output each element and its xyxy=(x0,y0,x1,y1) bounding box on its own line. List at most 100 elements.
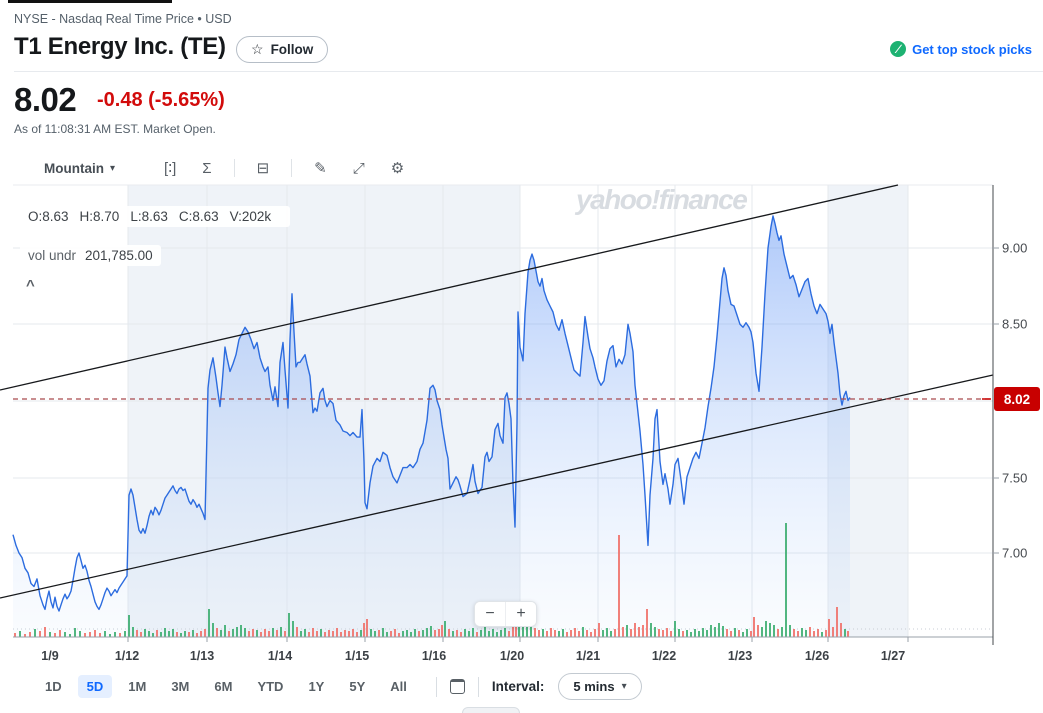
y-tick-label: 7.50 xyxy=(1002,471,1027,486)
volume-bar xyxy=(468,631,470,637)
volume-bar xyxy=(24,634,26,637)
range-button-6m[interactable]: 6M xyxy=(214,679,233,694)
volume-bar xyxy=(84,633,86,637)
volume-bar xyxy=(344,630,346,637)
volume-bar xyxy=(515,617,517,637)
volume-bar xyxy=(574,628,576,637)
range-button-1d[interactable]: 1D xyxy=(45,679,62,694)
volume-bar xyxy=(430,626,432,637)
range-button-5y[interactable]: 5Y xyxy=(349,679,366,694)
chevron-down-icon: ▾ xyxy=(110,162,116,174)
volume-bar xyxy=(398,633,400,637)
star-icon: ☆ xyxy=(251,41,264,57)
volume-bar xyxy=(356,632,358,637)
volume-bar xyxy=(793,629,795,637)
sigma-indicators-icon[interactable]: Σ xyxy=(202,159,212,177)
volume-bar xyxy=(614,629,616,637)
volume-bar xyxy=(813,631,815,637)
volume-bar xyxy=(168,631,170,637)
range-button-5d[interactable]: 5D xyxy=(77,675,113,698)
volume-bar xyxy=(670,631,672,637)
volume-bar xyxy=(252,629,254,637)
volume-bar xyxy=(496,632,498,637)
volume-bar xyxy=(176,632,178,637)
volume-bar xyxy=(666,628,668,637)
volume-bar xyxy=(136,630,138,637)
range-button-3m[interactable]: 3M xyxy=(171,679,190,694)
volume-bar xyxy=(590,632,592,637)
volume-bar xyxy=(216,628,218,637)
volume-bar xyxy=(94,630,96,637)
volume-bar xyxy=(448,629,450,637)
volume-bar xyxy=(654,627,656,637)
brackets-icon[interactable]: [∶] xyxy=(164,160,177,177)
x-tick-label: 1/26 xyxy=(805,649,829,663)
volume-bar xyxy=(268,631,270,637)
volume-bar xyxy=(144,629,146,637)
volume-label: vol undr xyxy=(28,248,77,263)
screenshot-square-icon[interactable] xyxy=(449,679,465,694)
volume-bar xyxy=(542,629,544,637)
gear-icon[interactable]: ⚙ xyxy=(390,160,405,177)
volume-bar xyxy=(236,627,238,637)
volume-bar xyxy=(264,629,266,637)
zoom-out-button[interactable]: − xyxy=(475,602,505,626)
volume-bar xyxy=(386,632,388,637)
zoom-in-button[interactable]: + xyxy=(506,602,536,626)
volume-bar xyxy=(374,631,376,637)
volume-bar xyxy=(228,631,230,637)
volume-bar xyxy=(682,631,684,637)
volume-bar xyxy=(184,631,186,637)
draw-pencil-icon[interactable]: ✎ xyxy=(314,160,327,177)
volume-bar xyxy=(14,633,16,637)
expand-icon[interactable]: ⤢ xyxy=(352,159,365,177)
y-tick-label: 9.00 xyxy=(1002,241,1027,256)
range-button-1m[interactable]: 1M xyxy=(128,679,147,694)
range-button-ytd[interactable]: YTD xyxy=(257,679,284,694)
volume-bar xyxy=(504,628,506,637)
volume-bar xyxy=(74,628,76,637)
volume-bar xyxy=(750,631,752,637)
volume-bar xyxy=(840,623,842,637)
volume-bar xyxy=(554,630,556,637)
volume-value: V:202k xyxy=(229,209,272,224)
volume-bar xyxy=(200,631,202,637)
follow-label: Follow xyxy=(270,42,314,57)
volume-bar xyxy=(244,628,246,637)
toolbar-divider xyxy=(233,159,235,177)
price-change: -0.48 (-5.65%) xyxy=(97,89,225,111)
x-tick-label: 1/12 xyxy=(115,649,139,663)
volume-bar xyxy=(240,625,242,637)
collapse-legend-chevron[interactable]: ^ xyxy=(26,277,35,294)
volume-bar xyxy=(658,629,660,637)
volume-bar xyxy=(472,628,474,637)
close-value: C:8.63 xyxy=(178,209,219,224)
chart-type-dropdown[interactable]: Mountain ▾ xyxy=(44,161,115,176)
volume-bar xyxy=(730,631,732,637)
price-area-fill xyxy=(13,216,850,637)
footer-divider xyxy=(477,676,479,697)
range-button-all[interactable]: All xyxy=(390,679,407,694)
volume-bar xyxy=(260,632,262,637)
y-tick-label: 7.00 xyxy=(1002,546,1027,561)
volume-bar xyxy=(706,630,708,637)
range-button-1y[interactable]: 1Y xyxy=(308,679,325,694)
volume-bar xyxy=(196,633,198,637)
volume-bar xyxy=(526,623,528,637)
y-tick-label: 8.50 xyxy=(1002,317,1027,332)
volume-bar xyxy=(626,625,628,637)
volume-bar xyxy=(132,627,134,637)
interval-label: Interval: xyxy=(491,679,545,694)
follow-button[interactable]: ☆ Follow xyxy=(236,36,329,63)
volume-bar xyxy=(522,619,524,637)
volume-bar xyxy=(809,627,811,637)
get-top-stock-picks-link[interactable]: ∕ Get top stock picks xyxy=(890,41,1032,57)
interval-dropdown[interactable]: 5 mins ▾ xyxy=(558,673,642,700)
volume-bar xyxy=(99,633,101,637)
volume-bar xyxy=(124,631,126,637)
calendar-events-icon[interactable]: ⊟ xyxy=(256,160,270,177)
volume-bar xyxy=(836,607,838,637)
volume-bar xyxy=(248,631,250,637)
volume-bar xyxy=(484,627,486,637)
